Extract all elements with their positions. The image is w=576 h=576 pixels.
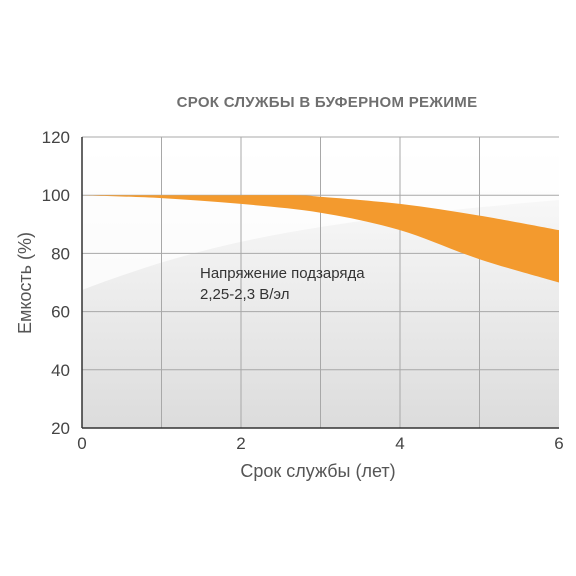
- y-tick-label: 60: [51, 303, 70, 322]
- y-axis-label: Емкость (%): [15, 232, 35, 334]
- y-tick-label: 20: [51, 419, 70, 438]
- y-tick-labels: 20 40 60 80 100 120: [42, 128, 70, 438]
- y-tick-label: 120: [42, 128, 70, 147]
- annotation-line-2: 2,25-2,3 В/эл: [200, 286, 289, 303]
- capacity-band: [82, 195, 559, 283]
- x-axis-label: Срок службы (лет): [240, 461, 395, 481]
- gridlines: [82, 136, 559, 428]
- plot-area: [81, 136, 559, 429]
- x-tick-label: 0: [77, 434, 86, 453]
- y-tick-label: 40: [51, 361, 70, 380]
- y-tick-label: 100: [42, 186, 70, 205]
- x-tick-label: 2: [236, 434, 245, 453]
- chart-title: СРОК СЛУЖБЫ В БУФЕРНОМ РЕЖИМЕ: [177, 94, 478, 111]
- x-tick-label: 4: [395, 434, 404, 453]
- x-tick-label: 6: [554, 434, 563, 453]
- y-tick-label: 80: [51, 244, 70, 263]
- annotation-line-1: Напряжение подзаряда: [200, 265, 365, 282]
- x-tick-labels: 0 2 4 6: [77, 434, 563, 453]
